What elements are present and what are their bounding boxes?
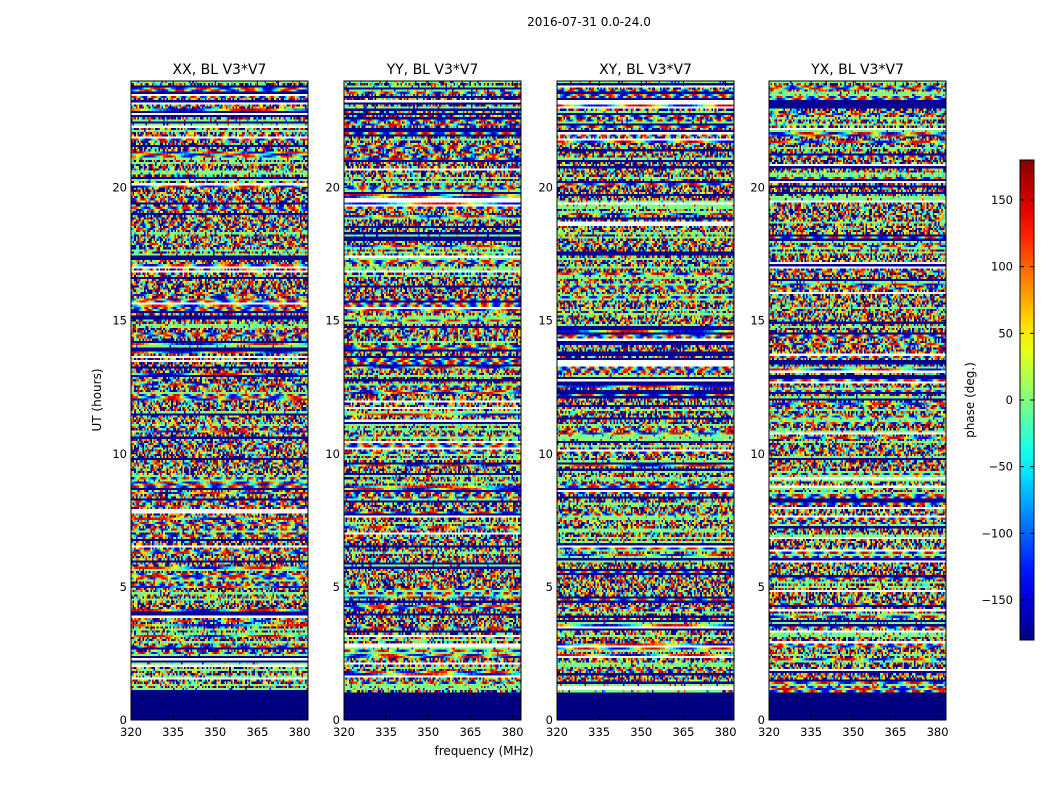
x-tick-label: 335 [800,725,822,739]
colorbar-tick-label: 50 [998,326,1013,340]
colorbar-tick-label: 0 [1006,393,1013,407]
phase-image-1 [131,81,308,720]
y-tick-label: 10 [325,447,340,461]
panel-3: XY, BL V3*V7 320 335 350 365 380 0 5 10 15 20 [538,62,736,739]
y-tick-label: 5 [758,580,765,594]
y-axis-label: UT (hours) [90,368,104,431]
y-tick-label: 5 [120,580,127,594]
x-axis-label: frequency (MHz) [434,744,533,758]
colorbar-tick-label: 150 [991,193,1013,207]
x-tick-label: 350 [417,725,439,739]
panel-title-4: YX, BL V3*V7 [810,62,904,78]
colorbar-tick-label: −150 [981,593,1013,607]
colorbar-tick-label: 100 [991,260,1013,274]
x-tick-label: 335 [162,725,184,739]
y-tick-label: 0 [546,713,553,727]
panel-title-3: XY, BL V3*V7 [599,62,692,78]
y-tick-label: 15 [325,314,340,328]
y-tick-label: 20 [538,181,553,195]
x-tick-label: 365 [672,725,694,739]
y-tick-label: 20 [750,181,765,195]
panel-frame-1 [130,80,309,721]
colorbar-tick-label: −100 [981,526,1013,540]
x-tick-label: 320 [333,725,355,739]
y-tick-label: 10 [112,447,127,461]
y-tick-label: 0 [120,713,127,727]
panel-frame-4 [768,80,947,721]
colorbar-label: phase (deg.) [963,362,977,438]
x-tick-label: 380 [289,725,311,739]
y-tick-label: 5 [333,580,340,594]
panel-2: YY, BL V3*V7 320 335 350 365 380 0 5 10 15 20 [325,62,523,739]
x-tick-label: 320 [758,725,780,739]
phase-image-4 [769,81,946,720]
panel-title-1: XX, BL V3*V7 [173,62,267,78]
phase-image-3 [557,81,734,720]
panel-frame-3 [556,80,735,721]
y-tick-label: 10 [538,447,553,461]
x-tick-label: 380 [927,725,949,739]
x-tick-label: 320 [120,725,142,739]
x-tick-label: 350 [630,725,652,739]
panel-4: YX, BL V3*V7 320 335 350 365 380 0 5 10 15 20 [750,62,948,739]
x-tick-label: 380 [502,725,524,739]
y-tick-label: 20 [112,181,127,195]
y-tick-label: 0 [333,713,340,727]
figure-suptitle: 2016-07-31 0.0-24.0 [527,15,651,29]
y-tick-label: 10 [750,447,765,461]
x-tick-label: 335 [375,725,397,739]
y-tick-label: 5 [546,580,553,594]
x-tick-label: 365 [884,725,906,739]
x-tick-label: 350 [204,725,226,739]
x-tick-label: 335 [588,725,610,739]
x-tick-label: 380 [715,725,737,739]
x-tick-label: 365 [246,725,268,739]
colorbar-tick-label: −50 [989,460,1013,474]
x-tick-label: 365 [459,725,481,739]
y-tick-label: 20 [325,181,340,195]
x-tick-label: 350 [842,725,864,739]
panel-frame-2 [343,80,522,721]
y-tick-label: 0 [758,713,765,727]
colorbar: −150 −100 −50 0 50 100 150 [981,159,1035,641]
phase-image-2 [344,81,521,720]
y-tick-label: 15 [112,314,127,328]
y-tick-label: 15 [750,314,765,328]
y-tick-label: 15 [538,314,553,328]
panel-title-2: YY, BL V3*V7 [386,62,479,78]
x-tick-label: 320 [546,725,568,739]
panel-1: XX, BL V3*V7 320 335 350 365 380 0 5 10 15 20 [112,62,310,739]
